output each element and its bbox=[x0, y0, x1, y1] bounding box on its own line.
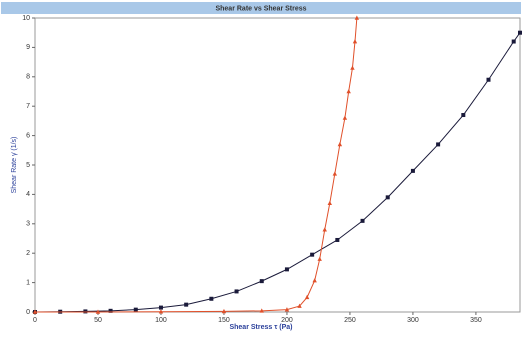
data-point bbox=[184, 302, 189, 307]
data-point bbox=[410, 168, 415, 173]
data-point bbox=[221, 308, 227, 314]
data-point bbox=[297, 303, 302, 308]
data-point bbox=[360, 218, 365, 223]
data-point bbox=[486, 77, 491, 82]
data-point bbox=[327, 200, 332, 206]
data-point bbox=[312, 278, 317, 283]
data-point bbox=[304, 294, 310, 300]
y-tick-label: 8 bbox=[26, 74, 30, 81]
y-tick-label: 3 bbox=[26, 221, 30, 228]
x-tick-label: 350 bbox=[470, 317, 482, 324]
data-point bbox=[518, 30, 522, 35]
data-point bbox=[259, 279, 264, 284]
x-tick-label: 150 bbox=[218, 317, 230, 324]
data-point bbox=[284, 307, 290, 312]
data-point bbox=[209, 296, 214, 301]
y-axis-label: Shear Rate γ̇ (1/s) bbox=[11, 137, 18, 194]
x-tick-label: 250 bbox=[344, 317, 356, 324]
data-point bbox=[234, 289, 239, 294]
chart-title: Shear Rate vs Shear Stress bbox=[215, 5, 306, 12]
x-tick-label: 200 bbox=[281, 317, 293, 324]
data-point bbox=[461, 113, 466, 118]
data-point bbox=[385, 195, 390, 200]
data-point bbox=[32, 309, 38, 314]
data-point bbox=[332, 171, 338, 176]
data-point bbox=[350, 65, 355, 70]
y-tick-label: 9 bbox=[26, 44, 30, 51]
data-point bbox=[352, 39, 358, 44]
data-point bbox=[158, 309, 164, 314]
data-point bbox=[342, 115, 348, 120]
data-point bbox=[133, 307, 138, 312]
x-axis-label: Shear Stress τ (Pa) bbox=[229, 324, 292, 331]
data-point bbox=[335, 237, 340, 242]
y-tick-label: 0 bbox=[26, 309, 30, 316]
data-point bbox=[317, 256, 322, 261]
y-tick-label: 7 bbox=[26, 103, 30, 110]
x-tick-label: 100 bbox=[155, 317, 167, 324]
data-point bbox=[83, 309, 88, 314]
data-point bbox=[436, 142, 441, 147]
x-tick-label: 300 bbox=[407, 317, 419, 324]
y-tick-label: 1 bbox=[26, 279, 30, 286]
data-point bbox=[158, 305, 163, 310]
y-tick-label: 2 bbox=[26, 250, 30, 257]
data-point bbox=[259, 308, 264, 313]
data-point bbox=[310, 252, 315, 257]
data-point bbox=[108, 308, 113, 313]
x-tick-label: 0 bbox=[33, 317, 37, 324]
y-tick-label: 5 bbox=[26, 162, 30, 169]
title-bar bbox=[1, 2, 521, 14]
data-point bbox=[322, 227, 327, 232]
data-point bbox=[337, 141, 343, 147]
y-tick-label: 10 bbox=[22, 15, 30, 22]
y-tick-label: 6 bbox=[26, 132, 30, 139]
data-point bbox=[284, 267, 289, 272]
x-tick-label: 50 bbox=[94, 317, 102, 324]
data-point bbox=[354, 15, 360, 20]
data-point bbox=[346, 89, 351, 94]
data-point bbox=[511, 39, 516, 44]
data-point bbox=[95, 309, 101, 314]
y-tick-label: 4 bbox=[26, 191, 30, 198]
